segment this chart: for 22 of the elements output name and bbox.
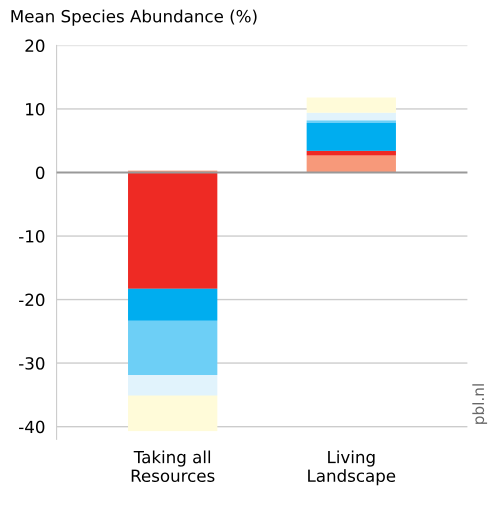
bar [306,98,396,113]
bar [128,375,218,396]
bar [128,172,218,289]
y-tick-label: -30 [19,357,44,370]
y-tick-label: 10 [26,102,44,116]
bar [306,120,396,123]
bar [306,112,396,120]
chart-title: Mean Species Abundance (%) [11,10,257,26]
x-tick-label: Taking all Resources [132,450,214,482]
y-tick-label: 20 [25,39,44,52]
bar [306,150,396,156]
y-tick-label: 0 [36,166,44,180]
y-tick-label: -40 [19,420,44,434]
bar [128,288,218,321]
y-tick-label: -20 [19,294,44,306]
y-tick-label: -10 [19,230,44,243]
bar [306,155,396,173]
bar [128,320,218,376]
text: pbl.nl [472,384,488,424]
bar [128,396,218,432]
x-tick-label: Living Landscape [308,450,396,486]
bar [306,122,396,151]
